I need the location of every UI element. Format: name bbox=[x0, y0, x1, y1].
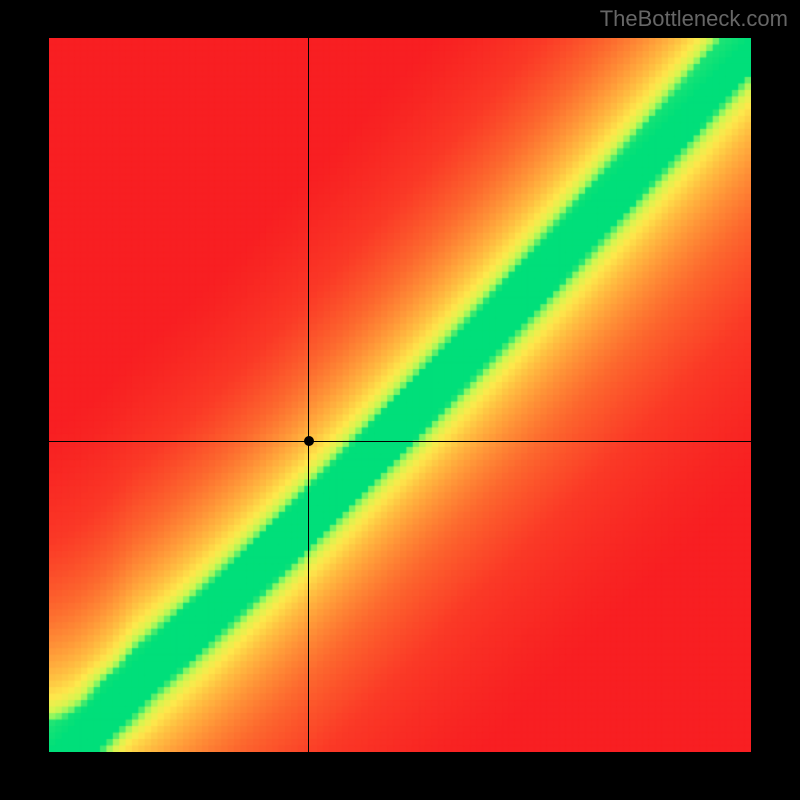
crosshair-vertical bbox=[308, 38, 309, 752]
frame-bottom bbox=[0, 752, 800, 800]
watermark-text: TheBottleneck.com bbox=[600, 6, 788, 32]
crosshair-marker bbox=[304, 436, 314, 446]
chart-container: TheBottleneck.com bbox=[0, 0, 800, 800]
frame-right bbox=[751, 0, 800, 800]
bottleneck-heatmap bbox=[49, 38, 751, 752]
frame-left bbox=[0, 0, 49, 800]
crosshair-horizontal bbox=[49, 441, 751, 442]
